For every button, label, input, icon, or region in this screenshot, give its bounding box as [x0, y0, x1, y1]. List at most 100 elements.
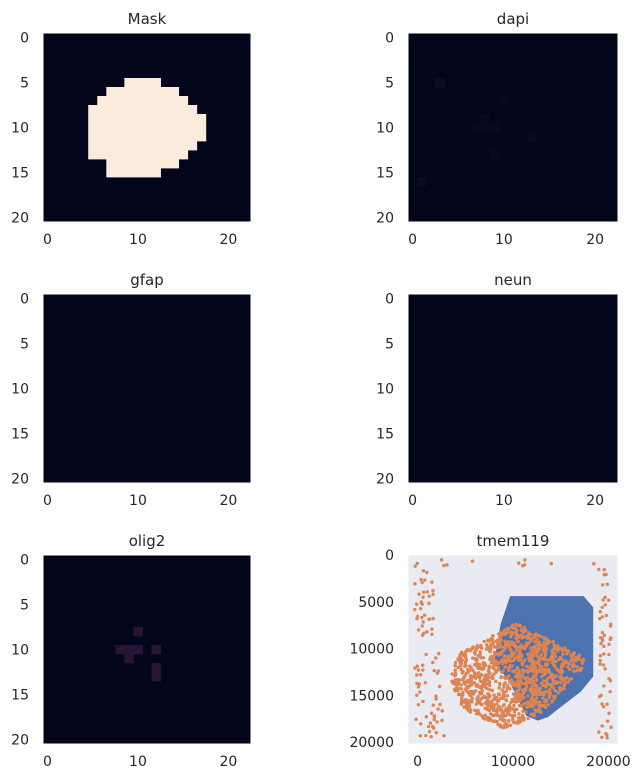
scatter-point: [459, 661, 464, 665]
scatter-point: [505, 686, 510, 691]
scatter-point: [520, 674, 525, 678]
scatter-point: [609, 636, 613, 640]
scatter-point: [504, 661, 508, 665]
scatter-point: [413, 607, 417, 612]
scatter-point: [512, 710, 517, 714]
scatter-point: [509, 655, 513, 659]
scatter-point: [605, 582, 610, 587]
scatter-point: [420, 580, 424, 585]
y-tick-label: 5: [20, 598, 29, 614]
scatter-point: [539, 653, 543, 657]
scatter-point: [427, 617, 432, 622]
subplot-title: Mask: [128, 10, 167, 28]
scatter-point: [539, 681, 544, 686]
scatter-point: [530, 658, 534, 663]
scatter-point: [532, 636, 536, 640]
scatter-point: [419, 577, 423, 582]
scatter-point: [527, 641, 531, 645]
scatter-point: [479, 656, 483, 660]
scatter-point: [464, 671, 469, 676]
scatter-point: [478, 701, 483, 706]
scatter-point: [492, 703, 497, 707]
scatter-point: [431, 660, 435, 665]
scatter-point: [544, 689, 548, 694]
x-tick-label: 20: [219, 232, 237, 248]
scatter-point: [556, 691, 560, 695]
scatter-point: [467, 669, 472, 673]
scatter-point: [434, 697, 438, 701]
scatter-point: [507, 668, 511, 673]
x-tick-label: 0: [43, 493, 52, 509]
scatter-point: [479, 673, 484, 677]
subplot-title: olig2: [129, 532, 166, 550]
scatter-point: [455, 680, 459, 685]
scatter-point: [512, 713, 517, 718]
subplot-title: tmem119: [477, 532, 550, 550]
subplot-gfap: gfap 0 10 20 0 5 10 15 20: [11, 271, 252, 509]
scatter-point: [417, 592, 421, 596]
scatter-point: [575, 669, 579, 673]
scatter-point: [605, 702, 609, 706]
scatter-point: [559, 681, 563, 685]
scatter-point: [508, 723, 513, 728]
scatter-point: [421, 595, 425, 599]
scatter-point: [426, 724, 431, 729]
scatter-point: [500, 649, 505, 653]
scatter-point: [532, 692, 536, 697]
scatter-point: [432, 668, 436, 673]
scatter-point: [529, 646, 533, 650]
scatter-point: [456, 665, 460, 670]
scatter-point: [491, 676, 495, 680]
scatter-point: [551, 640, 555, 644]
scatter-point: [434, 694, 438, 698]
scatter-point: [504, 713, 508, 718]
scatter-point: [505, 640, 510, 644]
scatter-point: [498, 696, 503, 701]
x-tick-label: 10: [129, 754, 147, 770]
x-tick-label: 10: [129, 493, 147, 509]
scatter-point: [607, 711, 611, 716]
scatter-point: [517, 712, 521, 716]
scatter-point: [503, 644, 507, 648]
scatter-point: [413, 582, 417, 586]
scatter-point: [538, 666, 543, 670]
subplot-title: neun: [494, 271, 532, 289]
scatter-point: [421, 699, 425, 704]
scatter-point: [604, 572, 608, 577]
scatter-point: [509, 700, 513, 705]
scatter-point: [450, 679, 454, 683]
scatter-point: [487, 716, 492, 720]
scatter-point: [492, 665, 496, 669]
scatter-point: [476, 683, 480, 687]
scatter-point: [483, 663, 488, 668]
scatter-point: [519, 717, 524, 722]
scatter-point: [431, 588, 435, 593]
scatter-point: [462, 653, 466, 658]
scatter-point: [495, 698, 499, 703]
scatter-point: [522, 701, 526, 706]
scatter-point: [535, 684, 539, 688]
scatter-point: [515, 654, 519, 659]
scatter-point: [598, 609, 603, 614]
scatter-point: [438, 702, 442, 707]
scatter-point: [598, 654, 603, 658]
heatmap-cell: [88, 123, 207, 133]
scatter-point: [603, 667, 607, 671]
scatter-point: [502, 685, 506, 689]
x-tick-label: 20000: [586, 754, 631, 770]
scatter-point: [541, 679, 546, 683]
scatter-point: [607, 676, 611, 681]
scatter-point: [486, 638, 490, 643]
scatter-point: [476, 708, 480, 713]
scatter-point: [503, 718, 507, 723]
scatter-point: [421, 663, 425, 667]
scatter-point: [517, 672, 522, 677]
scatter-point: [538, 700, 542, 704]
heatmap-cell: [88, 105, 198, 115]
scatter-point: [530, 668, 535, 672]
scatter-point: [510, 623, 515, 628]
scatter-point: [484, 647, 489, 651]
scatter-point: [516, 639, 520, 644]
x-tick-label: 0: [43, 754, 52, 770]
scatter-point: [472, 681, 477, 685]
